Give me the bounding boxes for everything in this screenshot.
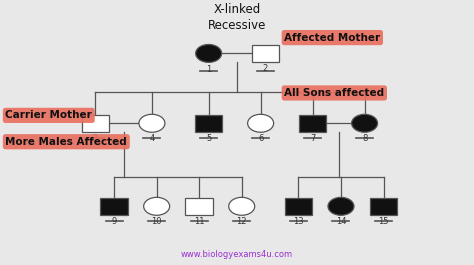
Bar bbox=[370, 198, 397, 215]
Bar bbox=[100, 198, 128, 215]
Text: 10: 10 bbox=[151, 217, 162, 226]
Bar bbox=[299, 115, 326, 132]
Text: X-linked
Recessive: X-linked Recessive bbox=[208, 3, 266, 32]
Text: 13: 13 bbox=[293, 217, 304, 226]
Text: 8: 8 bbox=[362, 134, 367, 143]
Ellipse shape bbox=[139, 114, 165, 132]
Text: 12: 12 bbox=[237, 217, 247, 226]
Ellipse shape bbox=[144, 197, 170, 215]
Text: 1: 1 bbox=[206, 65, 211, 73]
Text: 11: 11 bbox=[194, 217, 204, 226]
Bar bbox=[252, 45, 279, 62]
Text: 5: 5 bbox=[206, 134, 211, 143]
Text: All Sons affected: All Sons affected bbox=[284, 88, 384, 98]
Text: 4: 4 bbox=[149, 134, 155, 143]
Text: www.biologyexams4u.com: www.biologyexams4u.com bbox=[181, 250, 293, 259]
Bar bbox=[82, 115, 109, 132]
Bar bbox=[195, 115, 222, 132]
Bar bbox=[285, 198, 312, 215]
Ellipse shape bbox=[229, 197, 255, 215]
Text: 6: 6 bbox=[258, 134, 264, 143]
Bar bbox=[185, 198, 213, 215]
Ellipse shape bbox=[247, 114, 273, 132]
Text: 9: 9 bbox=[111, 217, 117, 226]
Text: 2: 2 bbox=[263, 64, 268, 73]
Text: Affected Mother: Affected Mother bbox=[284, 33, 381, 43]
Text: 3: 3 bbox=[92, 134, 98, 143]
Ellipse shape bbox=[196, 45, 222, 62]
Text: 14: 14 bbox=[336, 217, 346, 226]
Text: More Males Affected: More Males Affected bbox=[5, 137, 127, 147]
Ellipse shape bbox=[328, 197, 354, 215]
Ellipse shape bbox=[352, 114, 378, 132]
Text: 15: 15 bbox=[378, 217, 389, 226]
Text: Carrier Mother: Carrier Mother bbox=[5, 110, 92, 120]
Text: 7: 7 bbox=[310, 134, 315, 143]
